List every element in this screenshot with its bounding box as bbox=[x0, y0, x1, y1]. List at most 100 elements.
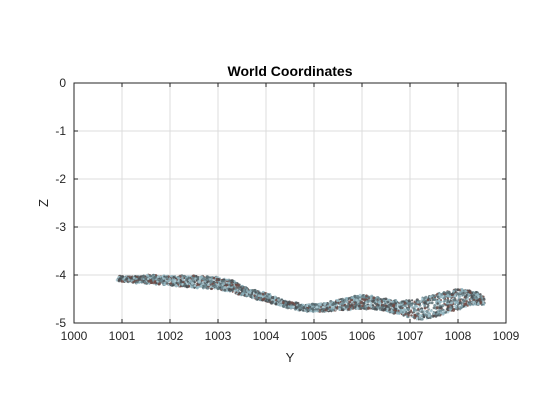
data-point bbox=[394, 307, 397, 311]
data-point bbox=[468, 289, 471, 292]
data-point bbox=[475, 293, 479, 297]
data-point bbox=[163, 281, 167, 285]
data-point bbox=[267, 297, 270, 300]
data-point bbox=[161, 281, 165, 285]
data-point bbox=[464, 306, 467, 308]
x-tick-label: 1009 bbox=[493, 329, 520, 343]
y-tick-label: -3 bbox=[55, 220, 66, 234]
data-point bbox=[466, 289, 469, 292]
data-point bbox=[417, 312, 420, 315]
data-point bbox=[259, 292, 262, 295]
data-point bbox=[435, 306, 439, 310]
data-point bbox=[412, 316, 415, 319]
data-point bbox=[220, 287, 223, 290]
data-point bbox=[359, 297, 362, 301]
data-point bbox=[223, 288, 227, 292]
data-point bbox=[471, 291, 474, 295]
data-point bbox=[217, 277, 220, 281]
data-point bbox=[467, 295, 470, 298]
data-point bbox=[460, 287, 464, 291]
data-point bbox=[426, 298, 430, 302]
data-point bbox=[194, 277, 197, 280]
data-point bbox=[385, 307, 389, 311]
data-point bbox=[341, 302, 344, 306]
data-point bbox=[430, 301, 434, 305]
y-tick-label: -1 bbox=[55, 124, 66, 138]
data-point bbox=[236, 283, 240, 287]
data-point bbox=[462, 299, 465, 302]
data-point bbox=[390, 310, 394, 314]
data-point bbox=[289, 306, 293, 310]
data-point bbox=[421, 318, 424, 321]
data-point bbox=[340, 299, 343, 302]
data-point bbox=[466, 297, 469, 301]
data-point bbox=[230, 288, 234, 292]
data-point bbox=[431, 298, 435, 302]
data-point bbox=[340, 306, 343, 309]
data-point bbox=[439, 295, 442, 299]
data-point bbox=[428, 302, 431, 305]
data-point bbox=[132, 281, 135, 284]
data-point bbox=[147, 279, 151, 283]
data-point bbox=[453, 298, 457, 301]
data-point bbox=[418, 316, 421, 320]
data-point bbox=[450, 301, 454, 305]
data-point bbox=[242, 288, 246, 292]
data-point bbox=[215, 282, 218, 285]
data-point bbox=[175, 281, 178, 285]
data-point bbox=[136, 275, 139, 279]
data-point bbox=[348, 305, 352, 308]
data-point bbox=[236, 289, 239, 292]
data-point bbox=[267, 300, 270, 303]
data-point bbox=[300, 304, 304, 308]
data-point bbox=[257, 296, 260, 299]
data-point bbox=[419, 300, 422, 303]
data-point bbox=[274, 302, 278, 306]
data-point bbox=[165, 281, 168, 284]
data-point bbox=[181, 283, 184, 286]
data-point bbox=[377, 297, 381, 301]
data-point bbox=[305, 307, 309, 311]
data-point bbox=[271, 296, 275, 300]
x-tick-label: 1002 bbox=[157, 329, 184, 343]
data-point bbox=[438, 309, 441, 312]
data-point bbox=[153, 275, 157, 279]
data-point bbox=[360, 306, 364, 310]
data-point bbox=[328, 307, 332, 311]
data-point bbox=[212, 276, 216, 280]
data-point bbox=[354, 306, 357, 309]
data-point bbox=[352, 302, 355, 305]
data-point bbox=[462, 305, 465, 308]
data-point bbox=[318, 302, 322, 306]
data-point bbox=[347, 307, 351, 311]
data-point bbox=[278, 298, 281, 301]
data-point bbox=[423, 301, 427, 305]
data-point bbox=[424, 295, 428, 299]
data-point bbox=[479, 293, 482, 296]
data-point bbox=[474, 291, 477, 295]
data-point bbox=[208, 276, 212, 279]
data-point bbox=[368, 304, 372, 308]
data-point bbox=[427, 304, 430, 307]
data-point bbox=[270, 300, 274, 304]
data-point bbox=[446, 294, 450, 298]
data-point bbox=[438, 312, 441, 315]
data-point bbox=[396, 301, 399, 304]
data-point bbox=[160, 277, 163, 280]
data-point bbox=[348, 300, 352, 304]
data-point bbox=[179, 275, 182, 278]
data-point bbox=[172, 275, 175, 279]
axis-ticks: 1000 1001 1002 1003 1004 1005 1006 1007 1008 1009… bbox=[55, 76, 519, 343]
data-point bbox=[384, 297, 388, 301]
data-point bbox=[118, 277, 122, 281]
data-point bbox=[166, 280, 170, 283]
data-point bbox=[279, 303, 282, 307]
data-point bbox=[461, 290, 464, 293]
data-point bbox=[465, 300, 468, 303]
data-point bbox=[467, 293, 471, 296]
data-point bbox=[373, 301, 376, 305]
data-point bbox=[443, 299, 447, 303]
data-point bbox=[452, 307, 455, 311]
data-point bbox=[209, 279, 214, 283]
data-point bbox=[163, 275, 166, 278]
